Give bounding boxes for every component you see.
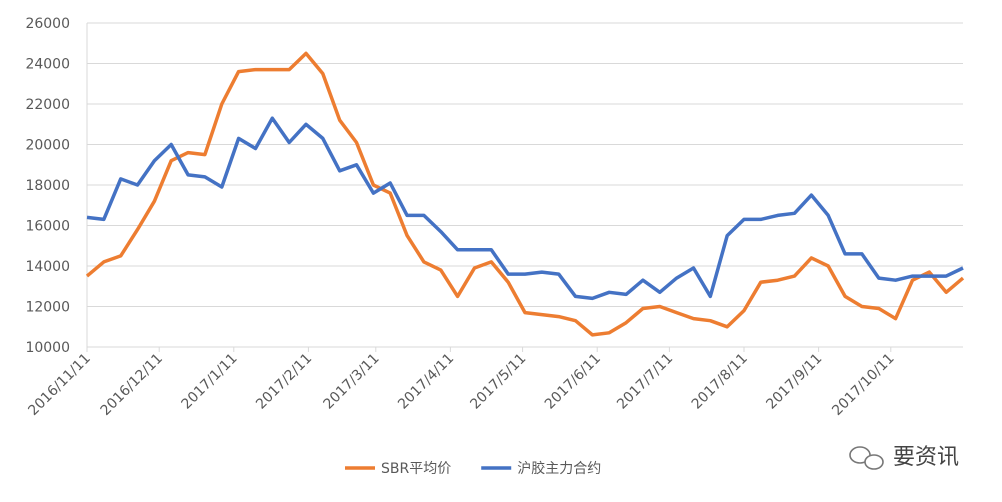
y-tick-label: 16000 — [25, 219, 70, 235]
legend-label: 沪胶主力合约 — [517, 460, 601, 477]
watermark: 要资讯 — [849, 445, 959, 470]
watermark-icon — [864, 454, 884, 470]
legend-item: SBR平均价 — [345, 461, 451, 477]
legend-label: SBR平均价 — [381, 461, 451, 477]
y-tick-label: 14000 — [25, 259, 70, 275]
y-tick-label: 12000 — [25, 300, 70, 316]
legend-item: 沪胶主力合约 — [481, 460, 601, 477]
y-tick-label: 10000 — [25, 340, 70, 356]
y-tick-label: 20000 — [25, 138, 70, 154]
y-tick-label: 18000 — [25, 178, 70, 194]
series-line — [85, 51, 965, 337]
y-tick-label: 26000 — [25, 16, 70, 32]
series-line — [86, 116, 964, 301]
y-tick-label: 22000 — [25, 97, 70, 113]
watermark-text: 要资讯 — [893, 445, 959, 470]
y-tick-label: 24000 — [25, 57, 70, 73]
